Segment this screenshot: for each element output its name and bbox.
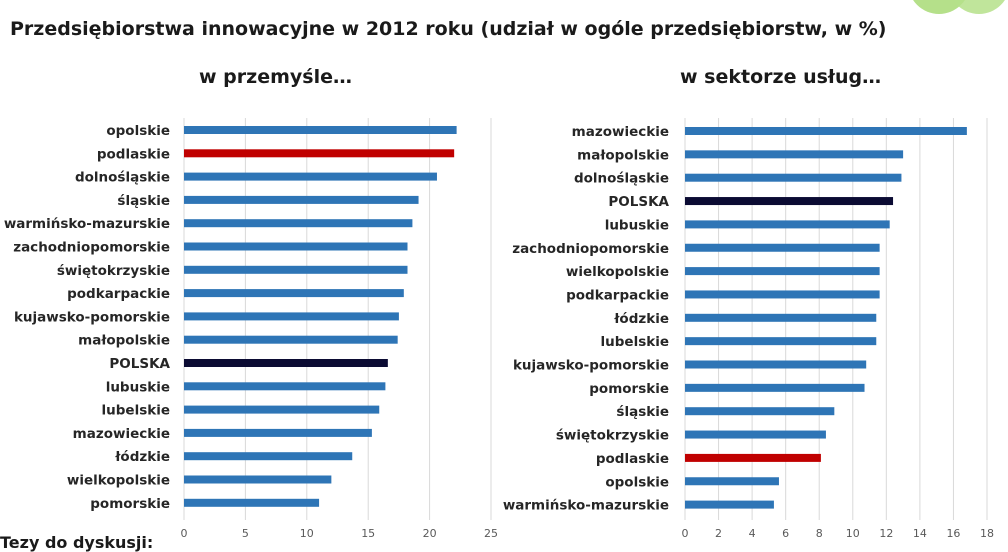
industry-tick-0: 0: [181, 527, 188, 540]
industry-label-kujawsko-pomorskie: kujawsko-pomorskie: [14, 309, 170, 325]
services-label-slaskie: śląskie: [616, 404, 669, 420]
services-bar-podkarpackie: [685, 290, 880, 299]
industry-tick-3: 15: [361, 527, 375, 540]
services-label-warminsko-mazurskie: warmińsko-mazurskie: [503, 498, 669, 514]
industry-label-swietokrzyskie: świętokrzyskie: [57, 263, 170, 279]
services-bar-lubelskie: [685, 337, 877, 346]
services-tick-7: 14: [913, 527, 927, 540]
services-tick-1: 2: [715, 527, 722, 540]
services-tick-6: 12: [879, 527, 893, 540]
industry-label-malopolskie: małopolskie: [78, 333, 170, 349]
industry-bar-zachodniopomorskie: [184, 242, 408, 251]
industry-bar-malopolskie: [184, 335, 398, 344]
services-label-opolskie: opolskie: [605, 474, 669, 490]
services-bar-polska: [685, 197, 894, 206]
services-label-zachodniopomorskie: zachodniopomorskie: [512, 241, 669, 257]
industry-label-podlaskie: podlaskie: [97, 146, 170, 162]
services-tick-4: 8: [816, 527, 823, 540]
industry-bar-lubuskie: [184, 382, 386, 391]
services-tick-3: 6: [782, 527, 789, 540]
services-label-lubuskie: lubuskie: [605, 217, 669, 233]
industry-bar-dolnoslaskie: [184, 172, 437, 181]
industry-bar-polska: [184, 359, 388, 367]
services-tick-2: 4: [749, 527, 756, 540]
industry-label-lodzkie: łódzkie: [114, 449, 170, 465]
services-bar-podlaskie: [685, 453, 821, 462]
discussion-heading: Tezy do dyskusji:: [0, 533, 154, 552]
industry-tick-2: 10: [300, 527, 314, 540]
services-bar-mazowieckie: [685, 127, 967, 135]
industry-tick-4: 20: [423, 527, 437, 540]
services-label-lodzkie: łódzkie: [613, 311, 669, 327]
industry-bar-podlaskie: [184, 149, 455, 158]
industry-bar-lodzkie: [184, 452, 353, 461]
page-title: Przedsiębiorstwa innowacyjne w 2012 roku…: [10, 18, 887, 40]
services-label-mazowieckie: mazowieckie: [572, 124, 669, 140]
industry-label-podkarpackie: podkarpackie: [67, 286, 170, 302]
services-bar-warminsko-mazurskie: [685, 500, 774, 509]
services-bar-malopolskie: [685, 150, 904, 159]
services-label-pomorskie: pomorskie: [589, 381, 669, 397]
industry-bar-kujawsko-pomorskie: [184, 312, 399, 321]
services-label-wielkopolskie: wielkopolskie: [566, 264, 669, 280]
services-bar-slaskie: [685, 407, 835, 416]
services-bar-kujawsko-pomorskie: [685, 360, 867, 369]
services-label-polska: POLSKA: [608, 194, 669, 210]
industry-tick-1: 5: [242, 527, 249, 540]
industry-label-zachodniopomorskie: zachodniopomorskie: [13, 240, 170, 256]
services-label-podlaskie: podlaskie: [596, 451, 669, 467]
industry-bar-swietokrzyskie: [184, 265, 408, 274]
industry-bar-opolskie: [184, 126, 457, 134]
industry-bar-lubelskie: [184, 405, 380, 414]
industry-bar-wielkopolskie: [184, 475, 332, 484]
industry-bar-podkarpackie: [184, 289, 404, 298]
services-label-malopolskie: małopolskie: [577, 147, 669, 163]
chart-subtitle-services: w sektorze usług…: [680, 66, 882, 88]
services-tick-9: 18: [980, 527, 994, 540]
services-label-lubelskie: lubelskie: [601, 334, 669, 350]
industry-label-dolnoslaskie: dolnośląskie: [75, 170, 170, 186]
services-bar-zachodniopomorskie: [685, 243, 880, 252]
industry-bar-slaskie: [184, 195, 419, 204]
services-label-dolnoslaskie: dolnośląskie: [574, 171, 669, 187]
industry-label-opolskie: opolskie: [106, 123, 170, 139]
services-bar-dolnoslaskie: [685, 173, 902, 182]
services-bar-opolskie: [685, 477, 779, 486]
industry-label-pomorskie: pomorskie: [90, 496, 170, 512]
industry-label-slaskie: śląskie: [117, 193, 170, 209]
industry-label-mazowieckie: mazowieckie: [73, 426, 170, 442]
industry-label-warminsko-mazurskie: warmińsko-mazurskie: [4, 216, 170, 232]
services-bar-wielkopolskie: [685, 267, 880, 276]
industry-label-wielkopolskie: wielkopolskie: [67, 473, 170, 489]
services-label-kujawsko-pomorskie: kujawsko-pomorskie: [513, 358, 669, 374]
services-bar-pomorskie: [685, 383, 865, 392]
services-bar-lubuskie: [685, 220, 890, 229]
chart-subtitle-industry: w przemyśle…: [199, 66, 352, 88]
industry-label-lubelskie: lubelskie: [102, 403, 170, 419]
services-tick-8: 16: [946, 527, 960, 540]
services-label-podkarpackie: podkarpackie: [566, 287, 669, 303]
services-label-swietokrzyskie: świętokrzyskie: [556, 428, 669, 444]
industry-tick-5: 25: [484, 527, 498, 540]
industry-bar-mazowieckie: [184, 428, 372, 437]
services-bar-lodzkie: [685, 313, 877, 322]
industry-bar-pomorskie: [184, 498, 320, 507]
industry-label-polska: POLSKA: [109, 356, 170, 372]
industry-label-lubuskie: lubuskie: [106, 379, 170, 395]
services-tick-0: 0: [682, 527, 689, 540]
services-bar-swietokrzyskie: [685, 430, 826, 439]
industry-bar-warminsko-mazurskie: [184, 219, 413, 228]
services-tick-5: 10: [846, 527, 860, 540]
